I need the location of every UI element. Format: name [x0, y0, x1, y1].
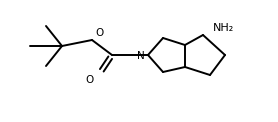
Text: O: O [96, 28, 104, 38]
Text: N: N [137, 51, 145, 61]
Text: O: O [86, 75, 94, 85]
Text: NH₂: NH₂ [212, 23, 234, 33]
